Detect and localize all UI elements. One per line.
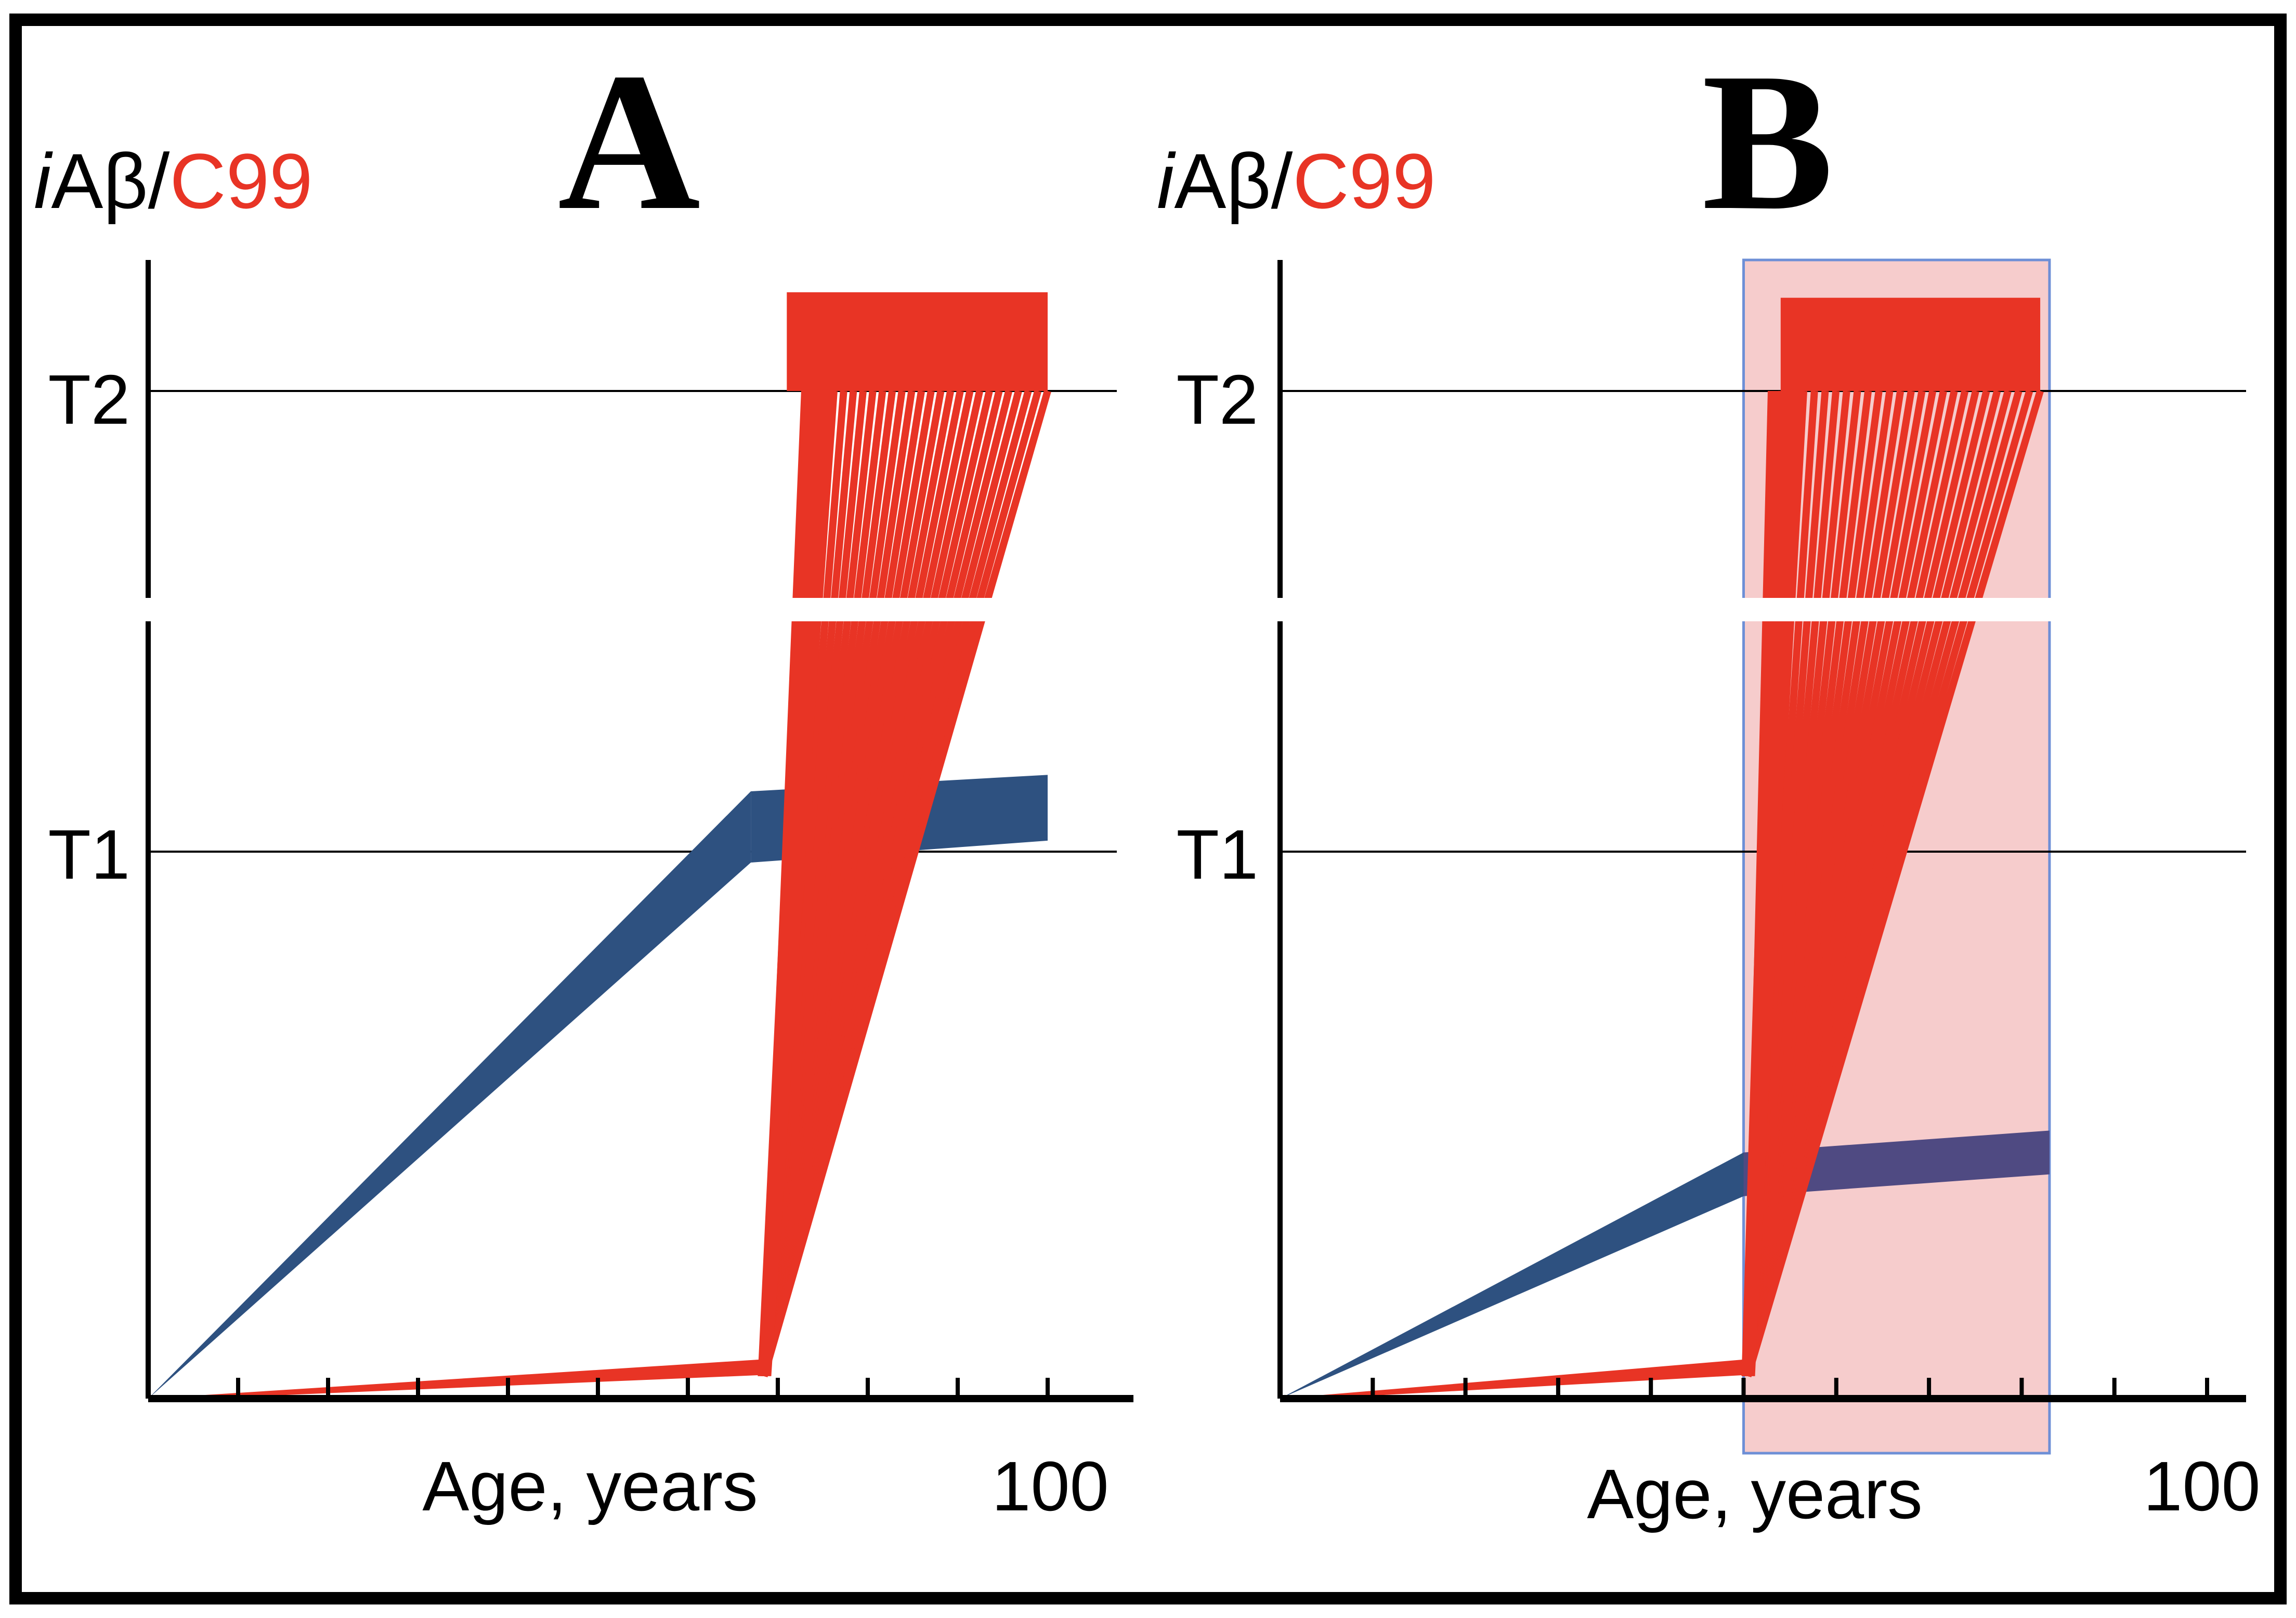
panel-b-threshold-label-t2: T2 [1176, 360, 1258, 439]
panel-a-ylabel-red: C99 [169, 137, 312, 225]
panel-b-xlabel: Age, years [1587, 1455, 1922, 1533]
panel-b-c99-baseline [1280, 1359, 1744, 1401]
panel-a-ylabel-main: Aβ [51, 137, 148, 225]
panel-a-c99-fan-core [758, 391, 836, 1376]
panel-b-ylabel-main: Aβ [1174, 137, 1271, 225]
panel-b-iabeta-rise-band [1280, 1152, 1744, 1399]
panel-b-c99-fan-core [1741, 391, 1803, 1376]
panel-b-ylabel-red: C99 [1293, 137, 1436, 225]
panel-b-iabeta-plateau-band [1743, 1130, 2050, 1196]
panel-a-threshold-label-t1: T1 [48, 815, 130, 894]
panel-a-x-tick-label-100: 100 [992, 1447, 1108, 1525]
panel-b: B iAβ/C99 Age, years 100 T2 T1 [1157, 32, 2261, 1533]
panel-a-ylabel-sep: / [148, 137, 170, 225]
panel-a-threshold-label-t2: T2 [48, 360, 130, 439]
panel-b-ylabel-prefix: i [1157, 137, 1176, 225]
panel-b-ylabel: iAβ/C99 [1157, 137, 1436, 225]
panel-b-plot [1264, 258, 2246, 1455]
panel-a-c99-baseline [148, 1359, 760, 1401]
panel-a-iabeta-rise-band [148, 791, 751, 1399]
panel-a-c99-plateau [787, 292, 1048, 391]
panel-a-xlabel: Age, years [422, 1447, 758, 1525]
panel-a-c99-fan-line-26 [760, 390, 1051, 1377]
panel-a-plot [133, 260, 1133, 1402]
panel-a-label: A [558, 32, 700, 251]
panel-b-label: B [1702, 32, 1833, 251]
panel-a-ylabel: iAβ/C99 [34, 137, 313, 225]
panel-b-threshold-label-t1: T1 [1176, 815, 1258, 894]
panel-b-ylabel-sep: / [1271, 137, 1293, 225]
panel-a-ylabel-prefix: i [34, 137, 53, 225]
panel-b-axis-break-gap [1264, 598, 2223, 621]
panel-b-c99-plateau [1780, 297, 2041, 391]
panel-a: A iAβ/C99 Age, years 100 T2 T1 [34, 32, 1133, 1525]
panel-b-x-tick-label-100: 100 [2143, 1447, 2260, 1525]
panel-b-c99-fan-line-26 [1744, 390, 2044, 1377]
panel-a-axis-break-gap [133, 598, 1063, 621]
